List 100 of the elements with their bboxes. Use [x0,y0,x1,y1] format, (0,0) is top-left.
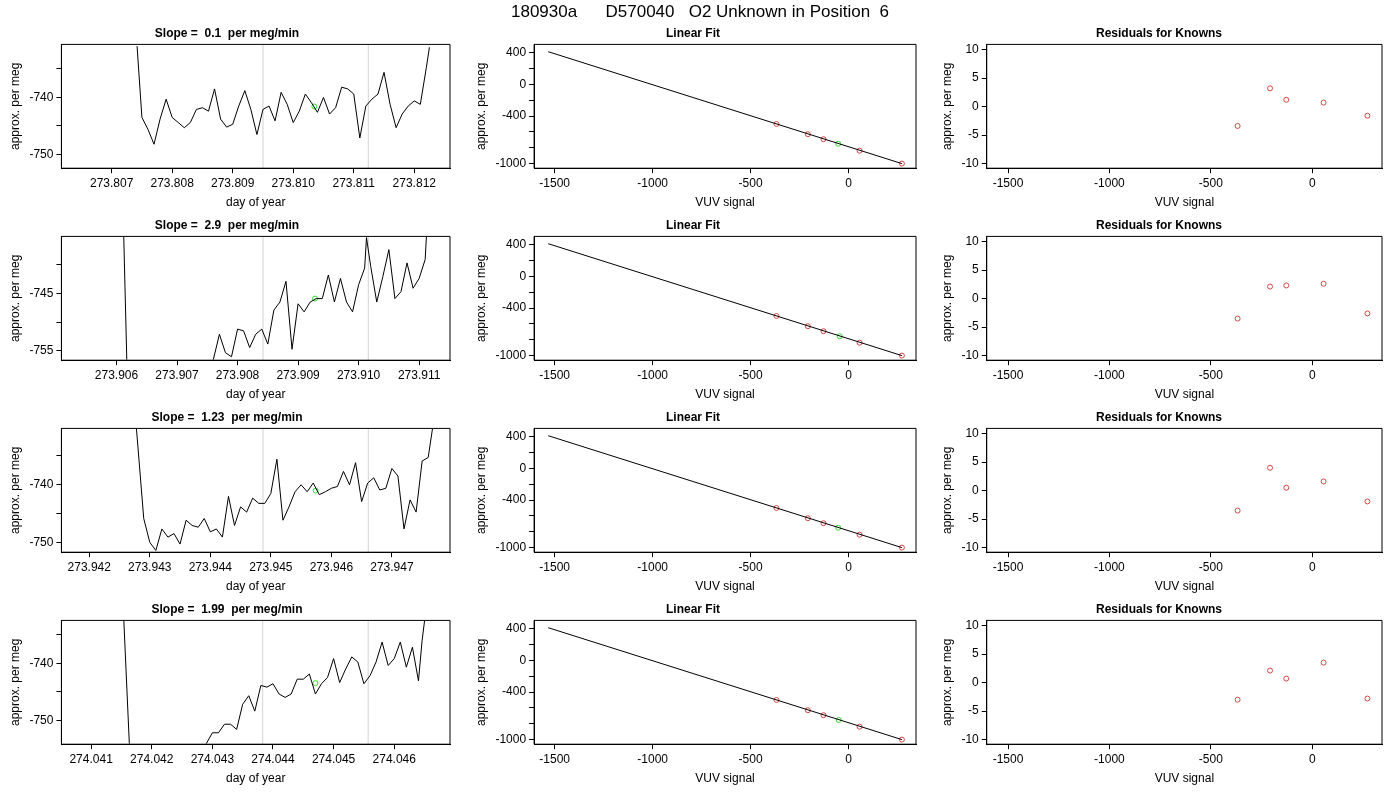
y-tick-label: 5 [972,262,980,277]
y-tick-label: 10 [965,617,980,632]
y-tick-label: -1000 [495,731,527,746]
x-tick-label: -500 [1198,367,1224,382]
x-axis-title: VUV signal [695,195,755,210]
y-tick-label: 400 [506,44,527,59]
y-tick-label: 10 [965,41,980,56]
x-tick-label: 0 [1308,559,1316,574]
y-tick-label: 400 [506,236,527,251]
x-tick-label: 274.042 [130,751,174,766]
x-tick-label: -1500 [992,175,1024,190]
x-axis-title: day of year [226,579,286,594]
y-tick-label: -400 [502,108,527,123]
y-axis-title: approx. per meg [7,62,22,150]
y-tick-label: -10 [961,347,980,362]
y-tick-label: -740 [29,477,54,492]
text: 180930a D570040 O2 Unknown in Position 6 [510,1,890,23]
y-tick-label: 0 [972,98,980,113]
chart-title: Linear Fit [665,601,721,616]
chart-title: Linear Fit [665,409,721,424]
x-tick-label: -1500 [539,367,571,382]
x-tick-label: -1500 [539,559,571,574]
x-tick-label: -1000 [637,751,669,766]
x-axis-title: VUV signal [1154,387,1215,402]
x-tick-label: 273.906 [94,367,139,382]
x-axis-title: day of year [226,387,286,402]
x-axis-title: VUV signal [1154,579,1215,594]
y-axis-title: approx. per meg [7,254,22,342]
x-tick-label: 274.044 [251,751,295,766]
x-tick-label: -500 [738,559,763,574]
y-tick-label: -10 [961,539,980,554]
y-tick-label: -755 [29,343,54,358]
y-tick-label: -740 [29,89,54,104]
y-axis-title: approx. per meg [7,446,22,534]
chart-title: Slope = 2.9 per meg/min [154,217,300,232]
y-axis-title: approx. per meg [939,446,954,534]
y-axis-title: approx. per meg [473,446,488,534]
y-tick-label: -5 [968,127,980,142]
x-tick-label: 273.812 [392,175,437,190]
x-tick-label: 274.041 [69,751,114,766]
y-tick-label: 400 [506,620,527,635]
x-tick-label: 273.944 [188,559,233,574]
chart-title: Slope = 0.1 per meg/min [154,25,300,40]
y-tick-label: -1000 [495,347,527,362]
x-tick-label: -500 [1198,175,1224,190]
y-tick-label: 10 [965,425,980,440]
x-tick-label: -500 [1198,751,1224,766]
y-tick-label: 0 [972,290,980,305]
x-tick-label: 273.909 [276,367,321,382]
y-axis-title: approx. per meg [939,638,954,726]
y-tick-label: -1000 [495,539,527,554]
x-axis-title: VUV signal [695,579,755,594]
x-tick-label: -500 [738,367,763,382]
x-tick-label: 273.943 [128,559,172,574]
y-axis-title: approx. per meg [473,638,488,726]
x-tick-label: 0 [1308,751,1316,766]
y-tick-label: -400 [502,300,527,315]
x-axis-title: VUV signal [695,387,755,402]
y-axis-title: approx. per meg [473,254,488,342]
x-tick-label: 273.910 [336,367,381,382]
chart-title: Residuals for Knowns [1095,409,1223,424]
x-tick-label: 0 [845,559,853,574]
y-tick-label: -750 [29,146,54,161]
y-tick-label: 0 [972,674,980,689]
x-tick-label: -1500 [539,751,571,766]
x-tick-label: 273.911 [397,367,441,382]
chart-title: Slope = 1.99 per meg/min [151,601,303,616]
x-tick-label: 273.907 [155,367,200,382]
x-tick-label: -1000 [1094,175,1126,190]
y-axis-title: approx. per meg [939,254,954,342]
y-tick-label: 5 [972,646,980,661]
x-axis-title: day of year [226,195,286,210]
y-tick-label: -750 [29,535,54,550]
x-tick-label: -1500 [539,175,571,190]
x-tick-label: -500 [738,175,763,190]
x-tick-label: -1000 [637,559,669,574]
x-tick-label: 273.810 [271,175,316,190]
x-axis-title: VUV signal [1154,195,1215,210]
x-tick-label: -500 [738,751,763,766]
x-tick-label: -1000 [637,367,669,382]
chart-title: Linear Fit [665,25,721,40]
x-tick-label: 0 [1308,367,1316,382]
x-tick-label: 273.945 [249,559,293,574]
y-tick-label: -1000 [495,155,527,170]
y-axis-title: approx. per meg [939,62,954,150]
x-tick-label: -500 [1198,559,1224,574]
x-tick-label: 274.043 [190,751,235,766]
y-tick-label: 400 [506,428,527,443]
x-tick-label: -1500 [992,751,1024,766]
y-tick-label: -5 [968,703,980,718]
y-tick-label: 5 [972,70,980,85]
y-tick-label: 5 [972,454,980,469]
y-tick-label: 0 [519,460,527,475]
y-tick-label: -10 [961,155,980,170]
x-tick-label: -1000 [1094,559,1126,574]
x-axis-title: VUV signal [695,771,755,786]
x-tick-label: 0 [845,751,853,766]
y-tick-label: -740 [29,655,54,670]
y-axis-title: approx. per meg [473,62,488,150]
y-tick-label: -5 [968,319,980,334]
